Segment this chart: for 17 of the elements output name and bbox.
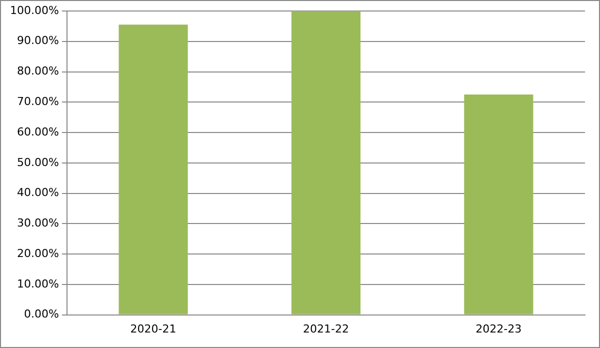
bar bbox=[464, 94, 534, 314]
x-tick-label: 2020-21 bbox=[130, 322, 176, 336]
y-tick-label: 30.00% bbox=[16, 216, 59, 230]
y-tick-label: 50.00% bbox=[16, 156, 59, 169]
y-tick-label: 90.00% bbox=[16, 34, 59, 48]
y-tick-label: 80.00% bbox=[16, 64, 59, 78]
y-tick-label: 60.00% bbox=[16, 125, 59, 138]
y-tick-label: 40.00% bbox=[16, 186, 59, 200]
bar bbox=[118, 24, 188, 314]
y-tick-label: 20.00% bbox=[16, 246, 59, 260]
y-tick-label: 100.00% bbox=[10, 4, 59, 17]
x-tick-label: 2022-23 bbox=[476, 322, 522, 336]
y-tick-label: 0.00% bbox=[24, 308, 59, 321]
x-tick-label: 2021-22 bbox=[302, 322, 349, 336]
bar bbox=[291, 11, 361, 314]
y-tick-label: 10.00% bbox=[16, 277, 59, 290]
y-tick-label: 70.00% bbox=[16, 95, 59, 108]
